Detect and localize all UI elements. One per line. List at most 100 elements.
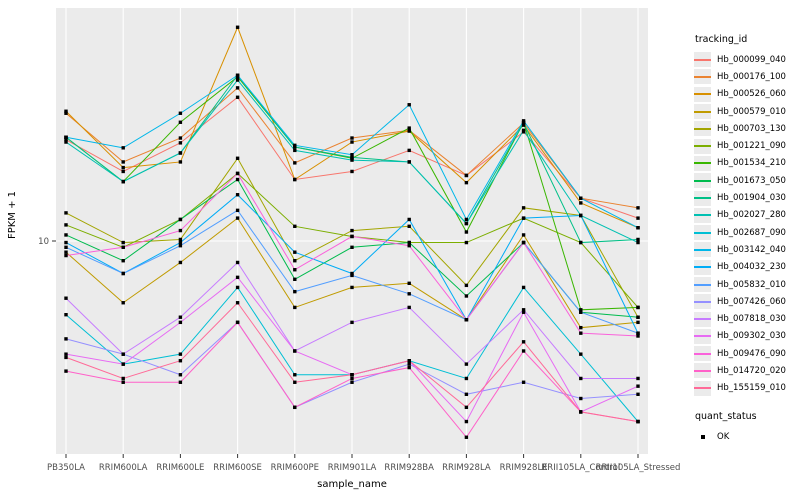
legend-section-quant-status: quant_status OK xyxy=(694,411,800,445)
legend-entry-Hb_007818_030: Hb_007818_030 xyxy=(694,310,800,327)
legend-title-quant-status: quant_status xyxy=(695,410,757,422)
data-point xyxy=(64,250,68,254)
data-point xyxy=(235,320,240,325)
data-point xyxy=(293,259,297,263)
legend-key-line xyxy=(694,179,711,182)
data-point xyxy=(579,410,583,414)
legend-label: Hb_001534_210 xyxy=(717,158,786,169)
legend-label: Hb_007426_060 xyxy=(717,296,786,307)
data-point xyxy=(64,140,68,144)
data-point xyxy=(350,136,354,140)
data-point xyxy=(121,301,125,305)
legend-label: Hb_005832_010 xyxy=(717,279,786,290)
data-point xyxy=(579,240,583,245)
legend-entry-Hb_000703_130: Hb_000703_130 xyxy=(694,120,800,137)
data-point xyxy=(464,392,469,396)
data-point xyxy=(64,369,68,373)
data-point xyxy=(235,208,240,213)
data-point xyxy=(178,380,183,384)
data-point xyxy=(178,359,183,363)
legend-key-line xyxy=(694,75,711,78)
data-point xyxy=(407,160,411,164)
legend-title-tracking-id: tracking_id xyxy=(695,34,748,45)
legend-entry-Hb_007426_060: Hb_007426_060 xyxy=(694,293,800,310)
data-point xyxy=(235,285,240,290)
data-point xyxy=(64,211,68,215)
legend-label: Hb_000703_130 xyxy=(717,123,786,134)
legend-key-swatch xyxy=(694,294,711,310)
legend-key-swatch xyxy=(694,225,711,241)
data-point xyxy=(636,216,640,220)
legend-entry-Hb_001673_050: Hb_001673_050 xyxy=(694,172,800,189)
data-point xyxy=(464,419,469,424)
data-point xyxy=(407,103,411,107)
data-point xyxy=(121,362,125,366)
data-point xyxy=(121,165,125,170)
data-point xyxy=(121,146,125,150)
data-point xyxy=(64,313,68,317)
data-point xyxy=(350,273,354,278)
data-point xyxy=(579,201,583,205)
data-point xyxy=(521,128,526,133)
legend-entry-Hb_003142_040: Hb_003142_040 xyxy=(694,241,800,258)
data-point xyxy=(178,260,183,265)
legend-key-line xyxy=(694,283,711,286)
legend-entry-Hb_009476_090: Hb_009476_090 xyxy=(694,345,800,362)
data-point xyxy=(579,308,583,312)
data-point xyxy=(235,78,240,82)
legend-label: Hb_001904_030 xyxy=(717,193,786,204)
data-point xyxy=(235,25,240,29)
data-point xyxy=(407,217,411,222)
x-tick-label: RRIM600LE xyxy=(156,463,204,473)
data-point xyxy=(121,240,125,245)
data-point xyxy=(350,140,354,144)
data-point xyxy=(407,305,411,310)
data-point xyxy=(407,126,411,130)
data-point xyxy=(178,237,183,242)
data-point xyxy=(64,253,68,258)
legend-entry-Hb_014720_020: Hb_014720_020 xyxy=(694,362,800,379)
data-point xyxy=(64,355,68,360)
black-square-marker-icon xyxy=(700,434,705,439)
data-point xyxy=(235,260,240,265)
legend-key-swatch xyxy=(694,346,711,362)
data-point xyxy=(579,310,583,314)
data-point xyxy=(636,331,640,335)
data-point xyxy=(293,250,297,254)
legend-label: Hb_007818_030 xyxy=(717,314,786,325)
data-point xyxy=(350,158,354,162)
legend-key-line xyxy=(694,369,711,372)
data-point xyxy=(121,352,125,356)
legend-label: Hb_000526_060 xyxy=(717,89,786,100)
data-point xyxy=(521,121,526,125)
data-point xyxy=(407,281,411,286)
legend-entry-Hb_001221_090: Hb_001221_090 xyxy=(694,137,800,154)
data-point xyxy=(579,325,583,330)
data-point xyxy=(464,405,469,410)
legend-label: Hb_001673_050 xyxy=(717,175,786,186)
legend-key-line xyxy=(694,352,711,355)
legend-key-line xyxy=(694,162,711,165)
legend-key-line xyxy=(694,58,711,61)
legend-entry-Hb_009302_030: Hb_009302_030 xyxy=(694,328,800,345)
legend-key-swatch xyxy=(694,86,711,102)
data-point xyxy=(350,271,354,276)
data-point xyxy=(464,230,469,234)
legend-key-line xyxy=(694,145,711,148)
data-point xyxy=(636,376,640,381)
legend-key-line xyxy=(694,214,711,217)
data-point xyxy=(521,380,526,384)
legend-label: Hb_000579_010 xyxy=(717,106,786,117)
data-point xyxy=(293,268,297,272)
legend-key-swatch xyxy=(694,121,711,137)
quant-entry-ok: OK xyxy=(694,428,800,445)
data-point xyxy=(293,177,297,182)
data-point xyxy=(178,120,183,124)
data-point xyxy=(350,376,354,381)
data-point xyxy=(235,216,240,220)
data-point xyxy=(121,160,125,164)
legend-key-line xyxy=(694,110,711,113)
data-point xyxy=(636,240,640,245)
legend-key-line xyxy=(694,127,711,130)
legend-key-swatch xyxy=(694,311,711,327)
